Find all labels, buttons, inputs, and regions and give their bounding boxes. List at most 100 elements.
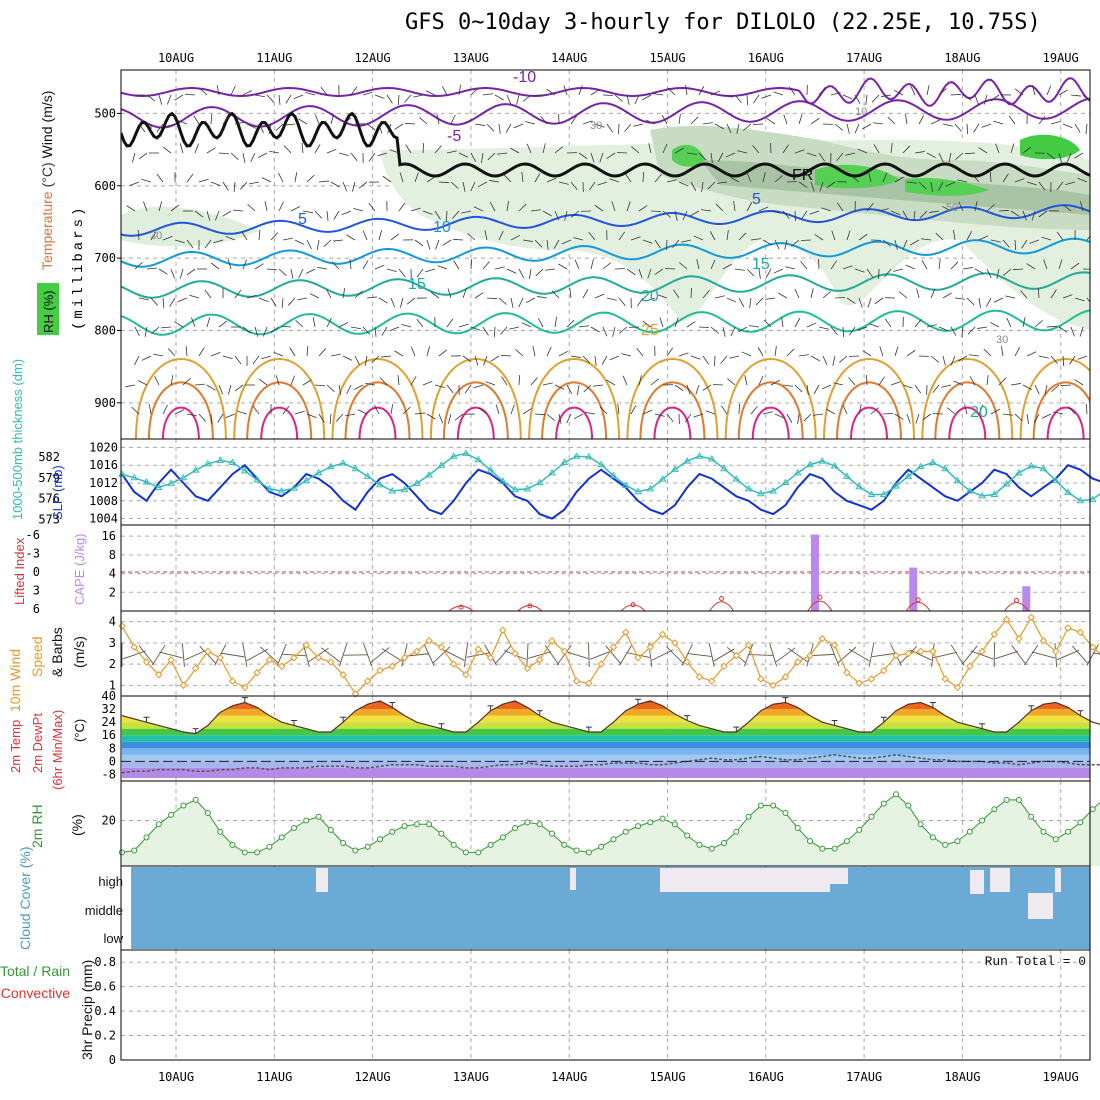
wind-barb [998, 377, 1007, 386]
warm-contour [948, 406, 987, 439]
wind-barb [394, 350, 404, 357]
wind-barb [193, 115, 200, 125]
thickness-point [1027, 461, 1036, 469]
wind-speed-point [1052, 647, 1060, 656]
wind-barb [314, 114, 320, 125]
wind-barb [422, 380, 433, 386]
wind-barb [329, 413, 332, 424]
wind-barb [961, 645, 978, 665]
wind-barb [558, 263, 568, 270]
wind-barb [830, 260, 837, 270]
thickness-point [892, 482, 900, 489]
wind-barb [1085, 123, 1088, 134]
wind-barb [285, 94, 292, 104]
wind-barb [938, 259, 941, 270]
wind-barb [1033, 413, 1040, 424]
wind-barb [306, 174, 315, 183]
wind-barb [978, 297, 981, 308]
wind-barb [405, 144, 412, 154]
wind-barb [516, 94, 520, 105]
wind-barb [749, 297, 752, 308]
wind-barb [242, 152, 246, 163]
wind-barb [484, 230, 488, 241]
wind-barb [1026, 351, 1037, 357]
wind-barb [1022, 146, 1032, 154]
svg-text:(millibars): (millibars) [71, 205, 87, 330]
wind-barb [667, 87, 676, 96]
warm-contour [653, 406, 692, 439]
wind-barb [306, 413, 317, 418]
wind-barb [318, 180, 329, 183]
wind-barb [810, 288, 814, 299]
wind-barb [866, 374, 868, 386]
wind-speed-point [1039, 637, 1048, 645]
wind-barb [858, 233, 868, 241]
wind-barb [470, 326, 481, 331]
wind-barb [318, 348, 326, 357]
wind-barb [702, 122, 713, 125]
wind-barb [1029, 239, 1040, 244]
wind-barb [918, 114, 925, 125]
thickness-point [179, 473, 188, 481]
wind-speed-point [634, 654, 642, 662]
wind-barb [189, 294, 200, 299]
precip-tick: 0.2 [94, 1029, 116, 1043]
wind-barb [252, 405, 260, 415]
wind-barb [510, 297, 514, 308]
wind-barb [494, 645, 512, 665]
li-tick: 6 [33, 602, 40, 616]
rh-shading [121, 206, 260, 247]
wind-barb [462, 355, 472, 363]
wind-barb [813, 413, 824, 416]
wind-barb [884, 318, 892, 328]
thickness-point [425, 471, 434, 478]
wind-barb [1046, 325, 1058, 328]
svg-text:(6hr Min/Max): (6hr Min/Max) [50, 710, 65, 790]
contour-label: 30 [996, 334, 1008, 346]
wind-barb [990, 239, 1001, 243]
thickness-point [449, 452, 458, 459]
wind-barb [535, 268, 544, 277]
thickness-point [757, 489, 765, 497]
wind-barb [746, 268, 755, 277]
wind-barb [590, 152, 595, 163]
wind-barb [741, 351, 752, 357]
wind-speed-point [204, 647, 212, 656]
wind-speed-point [548, 637, 556, 645]
wind-barb [651, 649, 674, 661]
wind-barb [1031, 651, 1056, 659]
cloud-gap [1055, 868, 1061, 892]
rh-point [684, 832, 691, 839]
wind-barb [594, 293, 605, 299]
thickness-point [339, 459, 347, 466]
wind-barb [794, 318, 801, 328]
wind-barb [506, 268, 517, 274]
wind-barb [617, 404, 620, 415]
wind-barb [487, 152, 496, 161]
wind-barb [362, 326, 371, 335]
rh-point [229, 841, 236, 848]
wind-barb [765, 297, 776, 300]
wind-speed-point [1002, 615, 1011, 624]
slp-tick: 1008 [89, 494, 118, 508]
thickness-point [462, 449, 470, 456]
wind-barb [705, 410, 716, 415]
wind-speed-point [757, 675, 765, 683]
wind-barb [537, 296, 548, 299]
rh-panel [118, 791, 1100, 866]
wind-speed-point [536, 656, 544, 664]
wind-barb [489, 201, 496, 212]
wind-barb [333, 210, 340, 220]
date-label-top: 18AUG [944, 51, 980, 65]
wind-barb [448, 413, 452, 424]
wind-barb [614, 94, 623, 102]
wind-barb [782, 384, 793, 387]
wind-barb [522, 239, 533, 242]
thickness-point [769, 487, 778, 494]
wind-barb [887, 116, 896, 125]
date-label-bottom: 18AUG [944, 1070, 980, 1084]
wind-barb [273, 352, 284, 357]
wind-barb [434, 210, 441, 220]
wind-barb [314, 384, 325, 387]
rh-point [499, 834, 506, 841]
